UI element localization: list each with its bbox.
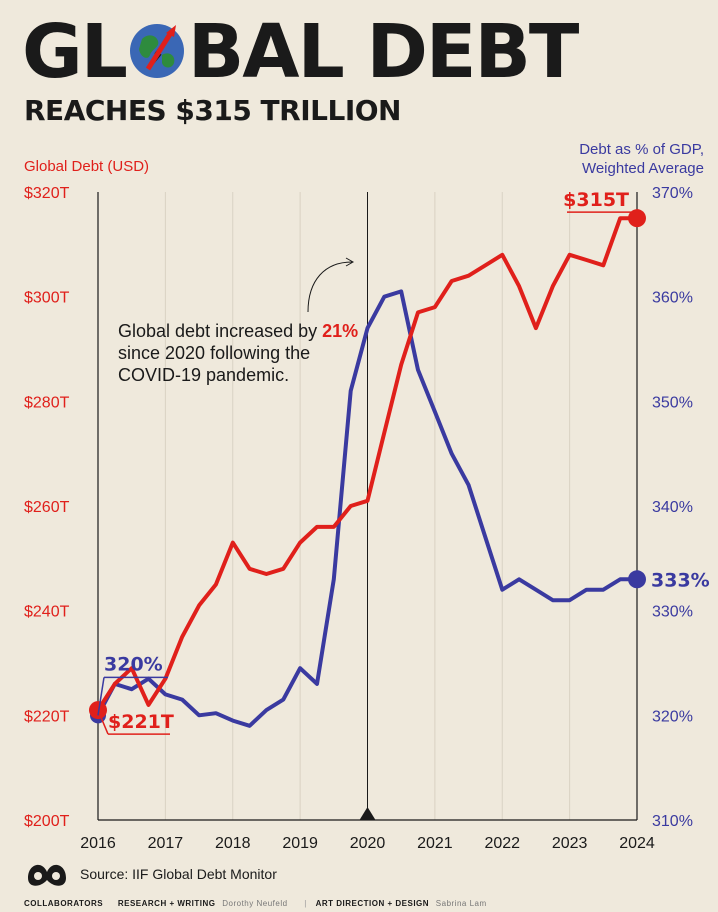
title: GL BAL DEBT — [22, 8, 702, 100]
left-tick-label: $200T — [24, 813, 70, 830]
left-tick-label: $220T — [24, 708, 70, 725]
left-tick-label: $240T — [24, 604, 70, 621]
debt-end-label: $315T — [563, 189, 629, 211]
debt-start-leader — [97, 709, 109, 735]
debt-end-dot — [628, 209, 646, 228]
pct-start-leader — [97, 677, 105, 716]
right-axis-title-line-2: Weighted Average — [581, 160, 704, 177]
marker-triangle-2020 — [359, 807, 376, 820]
x-tick-label: 2019 — [282, 835, 318, 852]
right-tick-label: 320% — [652, 708, 693, 725]
research-label: RESEARCH + WRITING — [117, 899, 216, 908]
right-axis-title-line-1: Debt as % of GDP, — [579, 141, 704, 158]
right-tick-label: 370% — [652, 185, 693, 202]
subtitle: REACHES $315 TRILLION — [24, 94, 401, 127]
x-tick-label: 2020 — [350, 835, 386, 852]
brand-logo-icon — [24, 858, 70, 895]
series-line-global-debt — [96, 216, 637, 712]
right-tick-label: 330% — [652, 604, 693, 621]
research-name: Dorothy Neufeld — [222, 899, 288, 908]
annotation-post: since 2020 following the COVID-19 pandem… — [118, 343, 311, 385]
annotation-arrowhead — [345, 257, 355, 267]
x-tick-label: 2017 — [148, 835, 184, 852]
x-tick-label: 2018 — [215, 835, 251, 852]
collaborators-label: COLLABORATORS — [24, 899, 104, 908]
left-tick-label: $280T — [24, 394, 70, 411]
x-tick-label: 2024 — [619, 835, 655, 852]
left-tick-label: $320T — [24, 185, 70, 202]
debt-start-label: $221T — [108, 711, 174, 733]
right-axis-title: Debt as % of GDP, Weighted Average — [579, 140, 704, 178]
x-tick-label: 2016 — [80, 835, 116, 852]
credits-footer: COLLABORATORS RESEARCH + WRITING Dorothy… — [24, 899, 495, 908]
right-tick-label: 340% — [652, 499, 693, 516]
annotation-highlight: 21% — [322, 321, 359, 341]
series-line-pct-gdp — [96, 289, 637, 728]
annotation-text: Global debt increased by 21% since 2020 … — [118, 320, 378, 386]
title-part-1: GL — [22, 9, 128, 95]
left-tick-label: $300T — [24, 290, 70, 307]
pct-start-label: 320% — [104, 653, 163, 675]
title-part-2: BAL DEBT — [187, 9, 579, 95]
annotation-pre: Global debt increased by — [118, 321, 323, 341]
pct-end-dot — [628, 570, 646, 589]
x-tick-label: 2022 — [484, 835, 520, 852]
credits-separator: | — [304, 899, 307, 908]
globe-icon — [126, 12, 188, 100]
art-direction-label: ART DIRECTION + DESIGN — [315, 899, 430, 908]
x-tick-label: 2023 — [552, 835, 588, 852]
annotation-arrow — [307, 261, 353, 313]
pct-end-label: 333% — [651, 569, 710, 591]
left-axis-title: Global Debt (USD) — [24, 158, 150, 175]
right-tick-label: 310% — [652, 813, 693, 830]
right-tick-label: 360% — [652, 290, 693, 307]
source-note: Source: IIF Global Debt Monitor — [80, 866, 277, 882]
art-direction-name: Sabrina Lam — [435, 899, 487, 908]
right-tick-label: 350% — [652, 394, 693, 411]
x-tick-label: 2021 — [417, 835, 453, 852]
left-tick-label: $260T — [24, 499, 70, 516]
